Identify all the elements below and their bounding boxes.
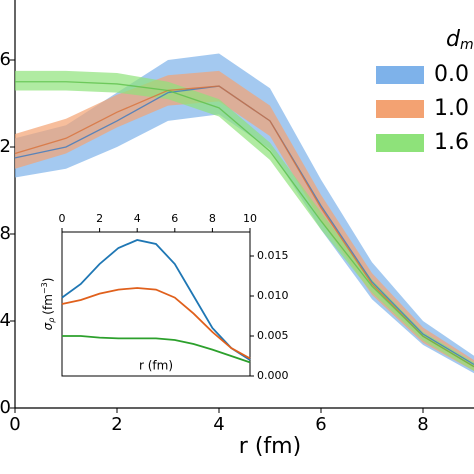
inset-line	[61, 239, 251, 361]
legend-label: 1.6	[434, 130, 469, 155]
inset-y-tick-label: 0.015	[257, 249, 289, 262]
inset-y-label-sub: ρ	[47, 318, 56, 323]
inset-x-tick-label: 10	[243, 212, 257, 225]
mean-line	[14, 85, 474, 368]
inset-x-tick-label: 6	[171, 212, 178, 225]
x-tick-label: 2	[111, 414, 122, 435]
inset-x-tick-label: 2	[96, 212, 103, 225]
inset-y-label-symbol: σ	[41, 322, 55, 330]
legend-title: dm	[446, 27, 474, 53]
inset-y-label-unit: (fm	[41, 294, 55, 315]
uncertainty-band	[15, 70, 474, 372]
inset-frame	[61, 231, 251, 377]
x-axis-label: r (fm)	[239, 434, 301, 459]
y-tick-label: 0.04	[0, 310, 11, 331]
inset-x-axis-label: r (fm)	[139, 359, 173, 373]
inset-x-tick-label: 0	[59, 212, 66, 225]
inset-line	[61, 287, 251, 360]
inset-x-tick-label: 8	[209, 212, 216, 225]
inset-y-axis-label: σρ (fm−3)	[40, 278, 56, 331]
y-tick-label: 0.08	[0, 223, 11, 244]
legend-swatch	[376, 100, 424, 118]
inset-x-tick-label: 4	[134, 212, 141, 225]
x-tick-label: 0	[9, 414, 20, 435]
legend-swatch	[376, 66, 424, 84]
inset-line	[62, 335, 251, 364]
legend-label: 0.0	[434, 62, 469, 87]
x-tick-label: 8	[417, 414, 428, 435]
uncertainty-band	[15, 53, 474, 374]
mean-line	[15, 81, 474, 368]
inset-y-tick-label: 0.010	[257, 289, 289, 302]
legend-title-main: d	[446, 27, 461, 52]
inset-y-label-sup: −3	[40, 282, 49, 294]
y-tick-label: 0.00	[0, 397, 11, 418]
inset-y-tick-label: 0.005	[257, 329, 289, 342]
x-tick-label: 6	[315, 414, 326, 435]
y-tick-label: 0.12	[0, 136, 11, 157]
y-tick-label: 0.16	[0, 49, 11, 70]
legend-title-sub: m	[460, 37, 474, 53]
legend-label: 1.0	[434, 96, 469, 121]
inset-y-tick-label: 0.000	[257, 369, 289, 382]
x-tick-label: 4	[213, 414, 224, 435]
inset-y-label-close: )	[41, 278, 55, 283]
legend-swatch	[376, 134, 424, 152]
